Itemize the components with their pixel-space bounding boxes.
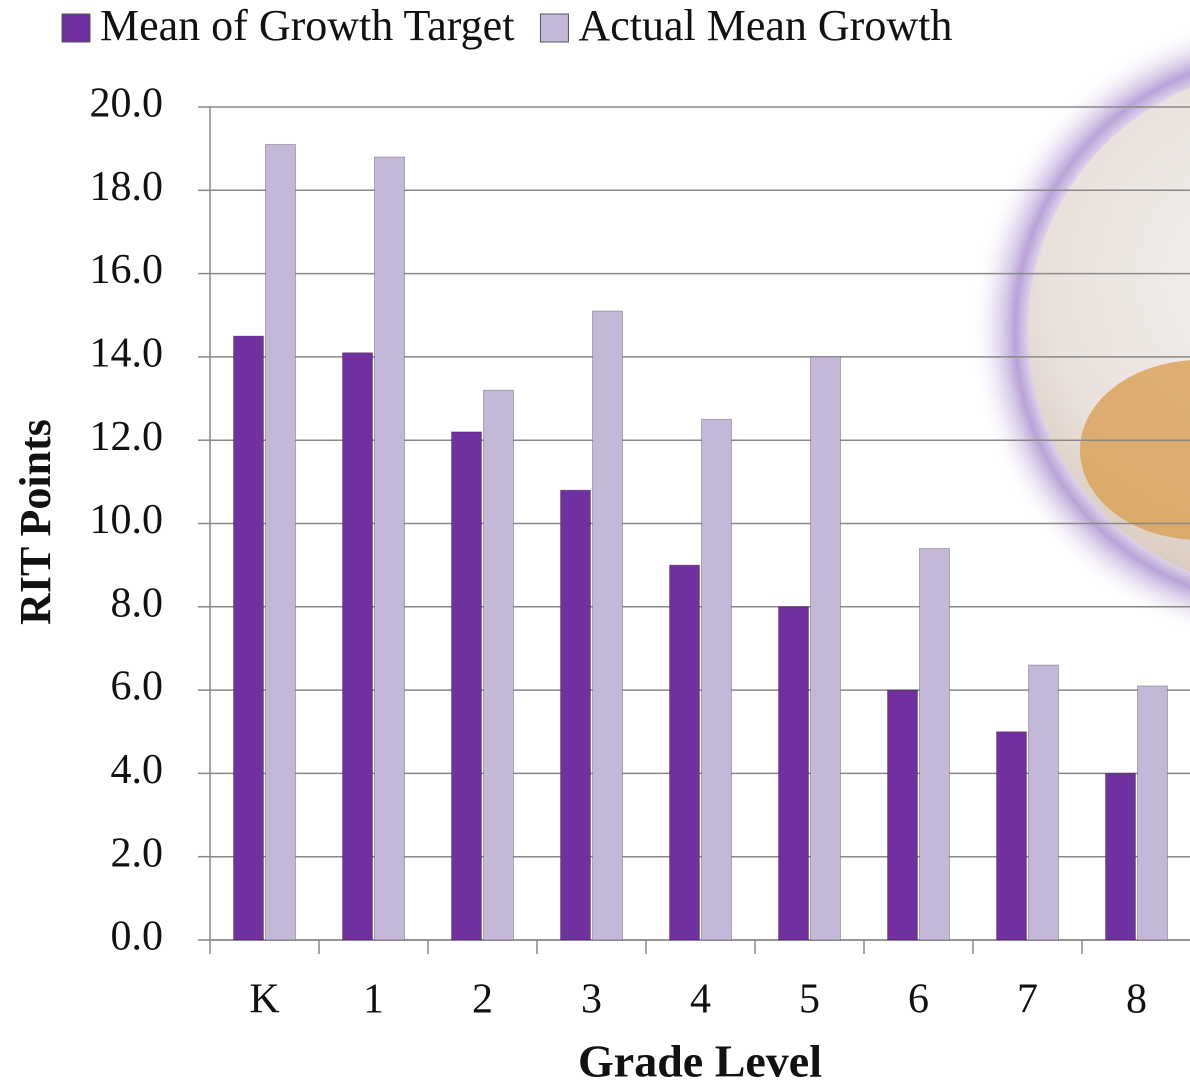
- bar: [778, 606, 809, 941]
- y-tick-label: 16.0: [90, 247, 164, 293]
- bar: [669, 564, 700, 941]
- y-tick-label: 0.0: [111, 914, 164, 960]
- bar: [1137, 685, 1168, 941]
- x-tick-label: 3: [581, 977, 602, 1023]
- bar: [810, 356, 841, 941]
- bar: [483, 389, 514, 941]
- y-tick-label: 6.0: [111, 664, 164, 710]
- bar: [887, 689, 918, 941]
- background-photo: [970, 26, 1190, 634]
- y-tick-label: 8.0: [111, 580, 164, 626]
- x-tick-label: 7: [1017, 977, 1038, 1023]
- x-tick-label: K: [249, 977, 279, 1023]
- x-tick-label: 2: [472, 977, 493, 1023]
- x-tick-label: 1: [363, 977, 384, 1023]
- bar: [996, 731, 1027, 941]
- legend-label: Mean of Growth Target: [100, 1, 514, 50]
- x-tick-label: 5: [799, 977, 820, 1023]
- y-tick-label: 2.0: [111, 830, 164, 876]
- x-tick-label: 8: [1126, 977, 1147, 1023]
- y-axis-title: RIT Points: [11, 419, 60, 625]
- bar: [1105, 772, 1136, 941]
- x-axis-title: Grade Level: [578, 1036, 822, 1087]
- y-tick-label: 4.0: [111, 747, 164, 793]
- bar: [233, 335, 264, 941]
- bar: [592, 310, 623, 941]
- bar: [451, 431, 482, 941]
- x-tick-label: 4: [690, 977, 711, 1023]
- bar: [265, 143, 296, 941]
- y-tick-label: 10.0: [90, 497, 164, 543]
- bar: [342, 352, 373, 941]
- y-tick-label: 20.0: [90, 81, 164, 127]
- y-tick-label: 18.0: [90, 164, 164, 210]
- y-tick-label: 12.0: [90, 414, 164, 460]
- y-tick-label: 14.0: [90, 331, 164, 377]
- bar: [919, 547, 950, 941]
- bar: [701, 418, 732, 941]
- legend-swatch: [61, 13, 91, 43]
- x-tick-label: 6: [908, 977, 929, 1023]
- legend-swatch: [539, 13, 569, 43]
- bar: [1028, 664, 1059, 941]
- bar: [560, 489, 591, 941]
- bar: [374, 156, 405, 941]
- legend-label: Actual Mean Growth: [578, 1, 952, 50]
